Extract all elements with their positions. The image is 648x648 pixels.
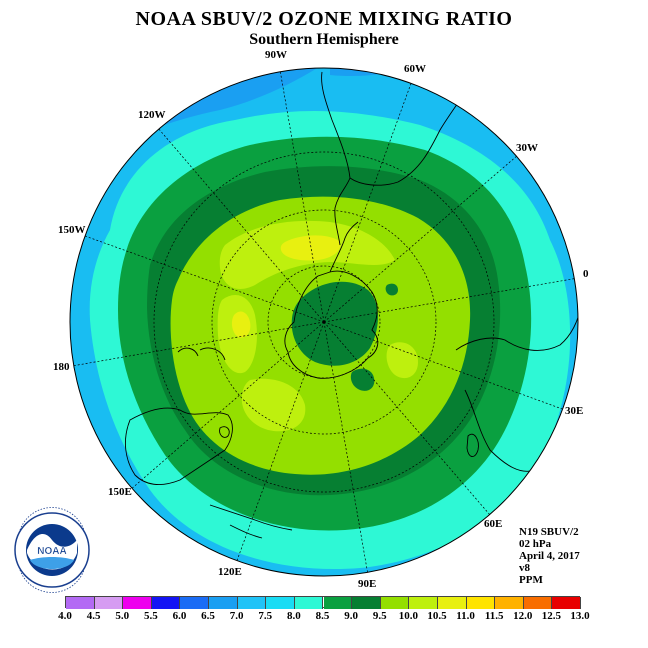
colorbar-tick-label: 5.0 [115,610,130,622]
colorbar-swatch [66,597,95,609]
colorbar-swatch [352,597,381,609]
lon-label-60w: 60W [404,63,426,75]
africa-coast [455,309,578,351]
colorbar-tick-label: 11.5 [484,610,504,622]
meridian-90e [323,321,369,576]
colorbar-swatch [437,597,467,609]
colorbar-tick-label: 12.0 [513,610,533,622]
colorbar-tick-label: 13.0 [570,610,590,622]
lon-label-0: 0 [583,268,589,280]
colorbar-tick-label: 9.5 [372,610,387,622]
map-boundary [69,67,579,577]
colorbar-swatch [380,597,410,609]
meridian-30w [323,154,519,323]
units-label: PPM [519,574,543,586]
colorbar-swatch [209,597,238,609]
colorbar-swatch [123,597,152,609]
contour-band-10.5-north [280,235,341,261]
africa-east-coast [464,389,536,472]
colorbar-swatch [180,597,210,609]
ozone-field [70,68,578,576]
lon-label-30w: 30W [516,142,538,154]
australia-coast [124,407,233,486]
date-label: April 4, 2017 [519,550,580,562]
colorbar-swatch [552,597,581,609]
pressure-level-label: 02 hPa [519,538,552,550]
lon-label-30e: 30E [565,405,584,417]
latitude-circle-middle [211,209,437,435]
meridian-90w [279,69,325,323]
lon-label-120e: 120E [218,566,242,578]
lon-label-60e: 60E [484,518,503,530]
lon-label-180: 180 [53,361,70,373]
colorbar-tick-label: 4.0 [58,610,72,622]
colorbar-swatch [151,597,181,609]
colorbar-tick-label: 12.5 [541,610,561,622]
colorbar-swatch [523,597,553,609]
contour-band-9.0-patch-east [385,283,398,296]
colorbar-tick-label: 4.5 [86,610,101,622]
contour-band-10.0-east [386,342,418,379]
meridian-120e [234,321,325,567]
colorbar-tick-label: 6.5 [201,610,215,622]
lon-label-120w: 120W [138,109,166,121]
meridian-30e [323,321,566,411]
latitude-circle-inner [267,265,381,379]
tasmania [219,426,230,438]
colorbar-tick-label: 8.0 [287,610,301,622]
coastlines [124,69,578,539]
version-label: v8 [519,562,530,574]
colorbar-swatch [466,597,496,609]
colorbar-swatch [495,597,524,609]
colorbar-swatch [323,597,353,609]
colorbar-tick-label: 11.0 [456,610,475,622]
colorbar-tick-label: 7.5 [258,610,273,622]
meridian-60w [323,77,414,323]
colorbar-swatch [266,597,295,609]
meridian-150e [129,321,325,491]
indonesia-islands [209,504,293,539]
colorbar-swatch [94,597,124,609]
colorbar-tick-label: 6.0 [172,610,187,622]
antarctica-coast [284,270,379,379]
contour-band-9.0-polar-core [291,281,378,366]
colorbar-tick-label: 5.5 [143,610,158,622]
colorbar-swatch [237,597,267,609]
meridian-60e [323,321,491,516]
colorbar-tick-label: 10.0 [398,610,418,622]
colorbar [65,596,581,609]
new-zealand [177,347,226,361]
graticule [71,69,578,576]
satellite-label: N19 SBUV/2 [519,526,579,538]
colorbar-tick-label: 8.5 [315,610,330,622]
lon-label-150e: 150E [108,486,132,498]
contour-band-10.5-west [231,311,251,338]
map-subtitle: Southern Hemisphere [249,31,399,48]
madagascar [466,433,479,457]
meridian-180 [71,321,325,367]
colorbar-swatch [294,597,324,609]
meridian-120w [157,127,325,323]
colorbar-tick-label: 9.0 [344,610,358,622]
colorbar-tick-label: 10.5 [427,610,447,622]
colorbar-tick-label: 7.0 [229,610,244,622]
contour-band-10.0-south [241,378,306,432]
latitude-circle-outer [153,151,495,493]
lon-label-150w: 150W [58,224,86,236]
antarctic-peninsula [329,221,359,273]
colorbar-swatch [409,597,438,609]
meridian-0 [323,277,578,323]
lon-label-90w: 90W [265,49,287,61]
map-title: NOAA SBUV/2 OZONE MIXING RATIO [135,8,513,30]
lon-label-90e: 90E [358,578,377,590]
